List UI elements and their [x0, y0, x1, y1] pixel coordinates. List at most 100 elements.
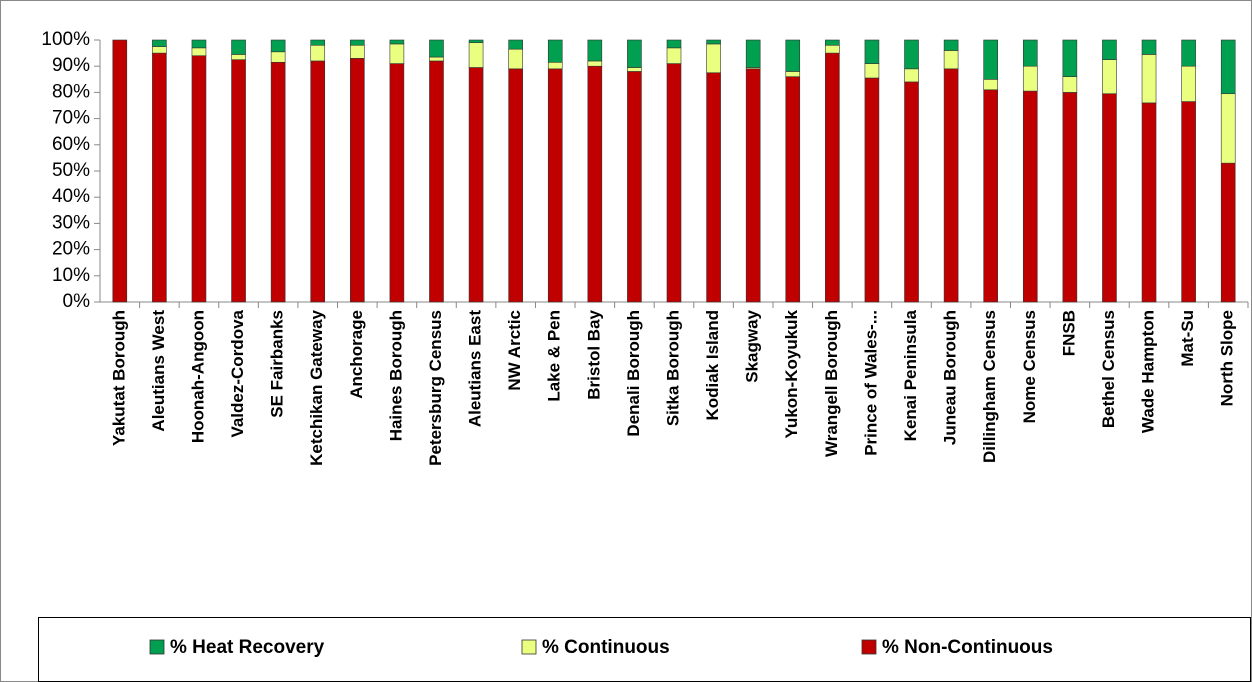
x-tick-label: Skagway — [743, 309, 762, 382]
bar-segment — [468, 42, 484, 68]
bar-segment — [785, 39, 801, 72]
bar-segment — [1022, 65, 1038, 92]
bar-segment — [389, 39, 405, 45]
bar-segment — [1062, 92, 1078, 303]
x-tick-label: Petersburg Census — [426, 310, 445, 466]
bar-segment — [864, 63, 880, 79]
bar-segment — [825, 52, 840, 303]
bar-segment — [1141, 102, 1157, 303]
bar-segment — [1062, 76, 1078, 93]
y-tick-label: 20% — [52, 239, 90, 260]
y-tick-label: 30% — [52, 212, 90, 233]
bar-segment — [587, 65, 603, 303]
bar-segment — [112, 39, 128, 303]
bar-segment — [310, 60, 326, 303]
bar-segment — [547, 61, 563, 70]
bar-segment — [1181, 65, 1196, 102]
bar-segment — [745, 68, 761, 303]
x-tick-label: FNSB — [1059, 310, 1078, 356]
bar-segment — [1141, 39, 1157, 55]
bar-segment — [350, 58, 365, 303]
x-tick-label: Aleutians West — [149, 310, 168, 432]
bar-segment — [627, 39, 642, 68]
x-tick-label: Hoonah-Angoon — [188, 310, 207, 443]
legend-label: % Non-Continuous — [882, 637, 1053, 658]
y-tick-label: 100% — [41, 29, 90, 50]
bar-segment — [231, 54, 246, 60]
y-tick-label: 0% — [63, 291, 91, 312]
x-tick-label: Wade Hampton — [1139, 310, 1158, 433]
bar-segment — [270, 61, 286, 303]
bar-segment — [706, 43, 721, 74]
bar-segment — [191, 55, 207, 303]
bar-segment — [1181, 39, 1196, 67]
bar-segment — [468, 39, 484, 43]
y-tick-label: 60% — [52, 134, 90, 155]
legend-swatch — [521, 639, 537, 655]
bar-segment — [152, 52, 167, 303]
bar-segment — [983, 79, 998, 91]
bar-segment — [745, 39, 761, 68]
bar-segment — [1022, 39, 1038, 67]
y-tick-label: 90% — [52, 55, 90, 76]
bar-segment — [350, 44, 365, 59]
x-tick-label: Ketchikan Gateway — [307, 309, 326, 465]
bar-segment — [152, 46, 167, 54]
x-tick-label: Mat-Su — [1178, 310, 1197, 367]
bar-segment — [706, 39, 721, 45]
bar-segment — [231, 59, 246, 303]
bar-segment — [1102, 39, 1117, 60]
x-tick-label: Haines Borough — [386, 310, 405, 441]
bar-segment — [508, 48, 523, 70]
x-tick-label: Denali Borough — [624, 310, 643, 437]
x-tick-label: Dillingham Census — [980, 310, 999, 463]
bar-segment — [943, 50, 959, 70]
y-tick-label: 70% — [52, 108, 90, 129]
bar-segment — [825, 44, 840, 54]
bar-segment — [1102, 59, 1117, 95]
bar-segment — [547, 39, 563, 63]
x-tick-label: Wrangell Borough — [822, 310, 841, 457]
bar-segment — [231, 39, 246, 55]
legend-swatch — [149, 639, 165, 655]
bar-segment — [350, 39, 365, 46]
y-tick-label: 40% — [52, 186, 90, 207]
bar-segment — [943, 39, 959, 51]
y-tick-label: 10% — [52, 265, 90, 286]
bar-segment — [1181, 101, 1196, 303]
bar-segment — [547, 68, 563, 303]
bar-segment — [904, 81, 919, 303]
bar-segment — [152, 39, 167, 47]
bar-segment — [587, 39, 603, 62]
bar-segment — [943, 68, 959, 303]
x-tick-label: NW Arctic — [505, 310, 524, 391]
x-tick-label: North Slope — [1218, 310, 1237, 406]
bar-segment — [785, 71, 801, 77]
x-tick-label: Anchorage — [347, 310, 366, 399]
x-tick-label: Yukon-Koyukuk — [782, 309, 801, 438]
x-tick-label: Juneau Borough — [941, 310, 960, 445]
bar-segment — [983, 89, 998, 303]
bar-segment — [904, 39, 919, 70]
x-tick-label: Bethel Census — [1099, 310, 1118, 428]
bar-segment — [666, 39, 682, 49]
bar-segment — [429, 56, 444, 62]
x-tick-label: Kodiak Island — [703, 310, 722, 421]
bar-segment — [270, 51, 286, 63]
x-tick-label: SE Fairbanks — [268, 310, 287, 418]
bar-segment — [270, 39, 286, 53]
y-tick-label: 50% — [52, 160, 90, 181]
x-tick-label: Sitka Borough — [663, 310, 682, 426]
bar-segment — [627, 71, 642, 303]
bar-segment — [904, 68, 919, 83]
bar-segment — [429, 39, 444, 58]
bar-segment — [587, 60, 603, 67]
bar-segment — [1220, 39, 1236, 95]
bar-segment — [1220, 93, 1236, 164]
legend-swatch — [861, 639, 877, 655]
bar-segment — [429, 60, 444, 303]
x-tick-label: Lake & Pen — [545, 310, 564, 402]
bar-segment — [508, 68, 523, 303]
bar-segment — [1022, 90, 1038, 303]
